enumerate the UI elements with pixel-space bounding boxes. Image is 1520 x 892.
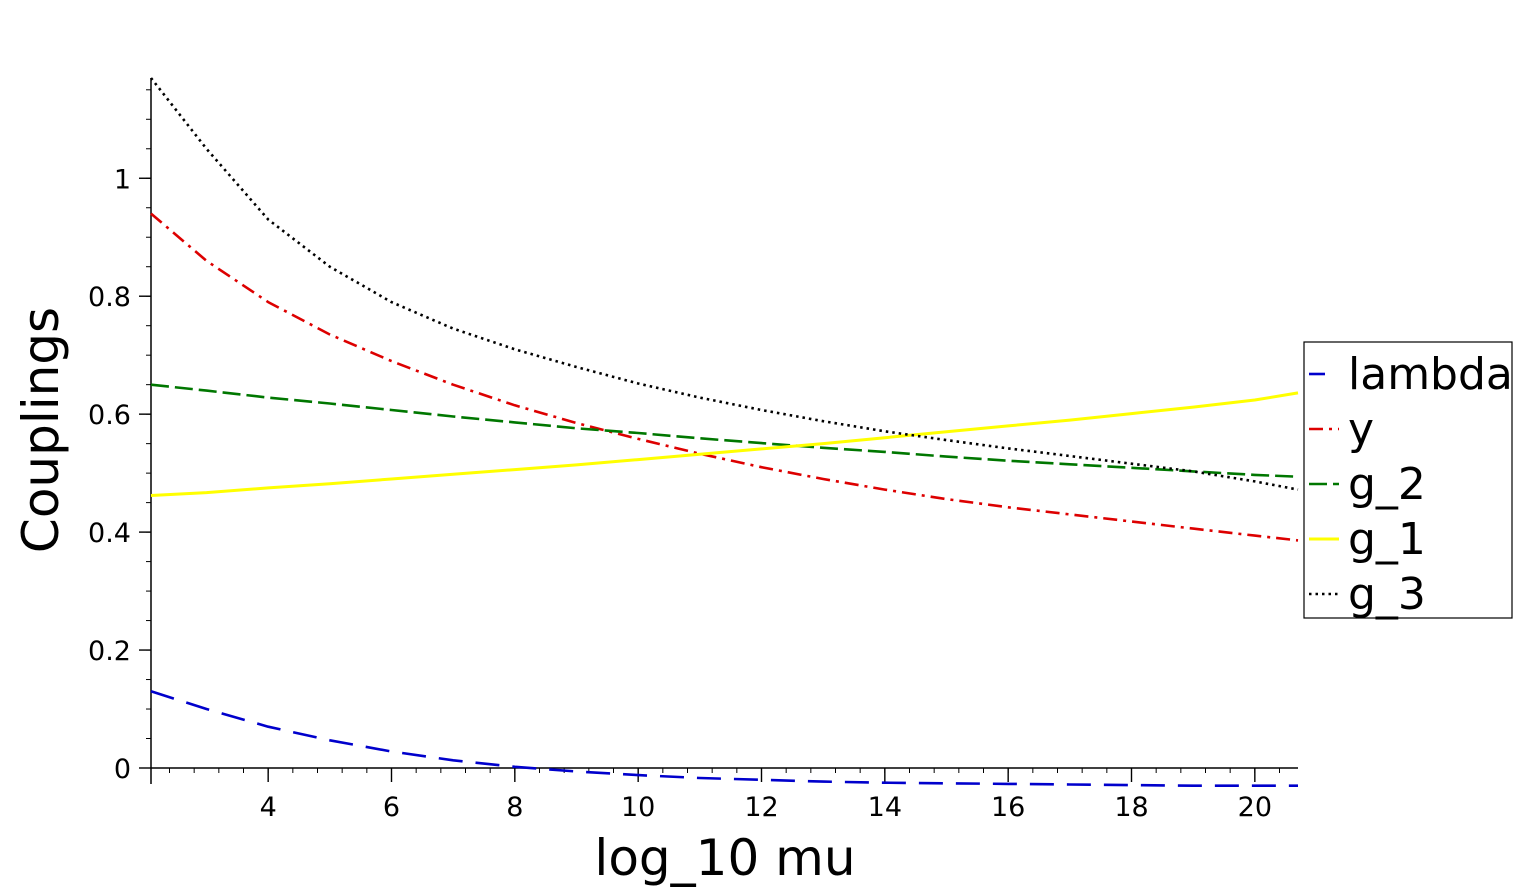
axes: 4 6 8 10 12 14 16 18 20 0 0.2 0.4 0.6 0.8 1	[88, 78, 1298, 823]
series-line-g-3	[149, 77, 1299, 491]
x-tick-label: 10	[621, 792, 655, 823]
y-tick-label: 0.4	[88, 518, 131, 549]
y-ticks: 0 0.2 0.4 0.6 0.8 1	[88, 89, 151, 785]
y-tick-label: 0.6	[88, 400, 131, 431]
series-line-lambda	[150, 690, 1298, 788]
x-tick-label: 12	[744, 792, 778, 823]
series-line-g-2	[150, 383, 1299, 478]
legend-label-lambda: lambda	[1348, 349, 1513, 400]
x-tick-label: 18	[1114, 792, 1148, 823]
x-tick-label: 4	[260, 792, 277, 823]
series-layer	[149, 77, 1299, 788]
x-tick-label: 20	[1238, 792, 1272, 823]
x-tick-label: 8	[506, 792, 523, 823]
legend-label-g-3: g_3	[1348, 569, 1426, 620]
legend-box	[1303, 341, 1513, 619]
x-tick-label: 14	[868, 792, 902, 823]
y-tick-label: 1	[114, 164, 131, 195]
x-axis-title: log_10 mu	[594, 829, 855, 887]
y-tick-label: 0.8	[88, 282, 131, 313]
y-tick-label: 0	[114, 754, 131, 785]
x-ticks: 4 6 8 10 12 14 16 18 20	[169, 768, 1280, 823]
y-axis-title: Couplings	[12, 307, 70, 553]
y-tick-label: 0.2	[88, 636, 131, 667]
legend-label-g-1: g_1	[1348, 514, 1426, 565]
series-line-g-1	[150, 391, 1299, 497]
legend-label-g-2: g_2	[1348, 459, 1426, 510]
x-tick-label: 6	[383, 792, 400, 823]
legend-label-y: y	[1348, 404, 1374, 455]
x-tick-label: 16	[991, 792, 1025, 823]
